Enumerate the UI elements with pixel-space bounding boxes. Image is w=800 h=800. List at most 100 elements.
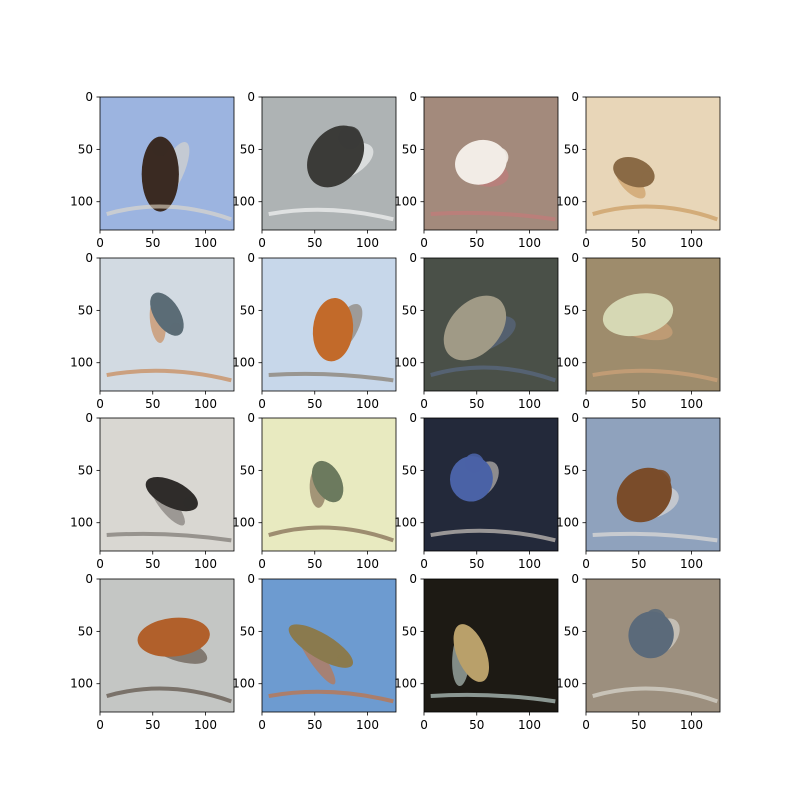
branch-shape — [430, 365, 556, 383]
x-tick-label: 0 — [96, 397, 104, 411]
generated-bird-image — [262, 418, 396, 551]
bird-head-shape — [337, 653, 349, 665]
x-tick-label: 0 — [258, 236, 266, 250]
y-tick-label: 50 — [78, 142, 93, 156]
axes-frame — [261, 417, 397, 552]
x-tick-label: 100 — [518, 397, 541, 411]
bird-body-shape — [137, 617, 210, 657]
x-tick-label: 100 — [680, 236, 703, 250]
y-tick-label: 0 — [409, 572, 417, 586]
y-tick-label: 0 — [85, 411, 93, 425]
x-tick-label: 0 — [582, 557, 590, 571]
y-tick-label: 50 — [564, 303, 579, 317]
axes-frame — [261, 257, 397, 392]
y-tick-label: 50 — [402, 463, 417, 477]
branch-shape — [106, 204, 232, 222]
subplot-panel: 0 50 100 0 50 100 — [556, 572, 721, 732]
x-tick-label: 100 — [356, 557, 379, 571]
branch-shape — [430, 528, 556, 543]
bird-body-shape — [312, 297, 354, 362]
x-tick-label: 0 — [420, 557, 428, 571]
bird-head-shape — [190, 625, 208, 644]
subplot-panel: 0 50 100 0 50 100 — [556, 90, 721, 250]
generated-bird-image — [100, 579, 234, 712]
branch-shape — [592, 531, 718, 543]
x-tick-label: 50 — [631, 718, 646, 732]
x-tick-label: 100 — [518, 718, 541, 732]
generated-bird-image — [424, 97, 558, 230]
y-tick-label: 50 — [564, 142, 579, 156]
x-tick-label: 50 — [145, 397, 160, 411]
y-tick-label: 100 — [394, 516, 417, 530]
y-tick-label: 50 — [402, 624, 417, 638]
y-tick-label: 100 — [232, 677, 255, 691]
x-tick-label: 0 — [96, 236, 104, 250]
y-tick-label: 50 — [78, 303, 93, 317]
y-tick-label: 100 — [232, 516, 255, 530]
axes-frame — [261, 578, 397, 713]
x-tick-label: 0 — [420, 236, 428, 250]
y-tick-label: 100 — [556, 195, 579, 209]
bird-head-shape — [645, 608, 666, 630]
y-tick-label: 50 — [78, 624, 93, 638]
generated-bird-image — [586, 97, 720, 230]
x-tick-label: 50 — [145, 236, 160, 250]
y-tick-label: 0 — [571, 411, 579, 425]
axes-frame — [423, 257, 559, 392]
y-tick-label: 0 — [247, 411, 255, 425]
y-tick-label: 50 — [564, 463, 579, 477]
generated-bird-image — [586, 418, 720, 551]
branch-shape — [430, 692, 556, 704]
y-tick-label: 100 — [232, 356, 255, 370]
bird-head-shape — [170, 322, 182, 335]
y-tick-label: 0 — [409, 411, 417, 425]
bird-head-shape — [653, 300, 672, 320]
branch-shape — [592, 368, 718, 383]
image-background — [424, 579, 558, 712]
y-tick-label: 50 — [564, 624, 579, 638]
x-tick-label: 100 — [356, 236, 379, 250]
branch-shape — [268, 689, 394, 704]
x-tick-label: 0 — [96, 718, 104, 732]
generated-bird-image — [262, 97, 396, 230]
y-tick-label: 100 — [70, 195, 93, 209]
bird-head-shape — [183, 496, 196, 509]
subplot-panel: 0 50 100 0 50 100 — [394, 572, 559, 732]
x-tick-label: 0 — [258, 718, 266, 732]
bird-body-shape — [288, 624, 354, 668]
y-tick-label: 100 — [556, 677, 579, 691]
subplot-panel: 0 50 100 0 50 100 — [394, 251, 559, 411]
subplot-panel: 0 50 100 0 50 100 — [70, 411, 235, 571]
y-tick-label: 50 — [402, 142, 417, 156]
subplot-panel: 0 50 100 0 50 100 — [232, 572, 397, 732]
y-tick-label: 100 — [70, 516, 93, 530]
branch-shape — [268, 207, 394, 222]
x-tick-label: 50 — [307, 397, 322, 411]
generated-bird-image — [100, 97, 234, 230]
y-tick-label: 100 — [394, 195, 417, 209]
branch-shape — [592, 204, 718, 222]
branch-shape — [106, 531, 232, 543]
axes-frame — [423, 578, 559, 713]
axes-frame — [585, 96, 721, 231]
bird-head-shape — [641, 171, 655, 184]
x-tick-label: 100 — [194, 397, 217, 411]
generated-bird-image — [424, 258, 558, 391]
bird-head-shape — [472, 666, 486, 680]
generated-bird-image — [262, 258, 396, 391]
bird-head-shape — [325, 298, 344, 317]
x-tick-label: 100 — [680, 557, 703, 571]
x-tick-label: 50 — [145, 557, 160, 571]
y-tick-label: 0 — [571, 251, 579, 265]
y-tick-label: 0 — [247, 90, 255, 104]
x-tick-label: 100 — [356, 718, 379, 732]
generated-bird-image — [424, 418, 558, 551]
bird-head-shape — [328, 489, 341, 502]
axes-frame — [423, 417, 559, 552]
y-tick-label: 0 — [571, 572, 579, 586]
subplot-panel: 0 50 100 0 50 100 — [232, 90, 397, 250]
y-tick-label: 0 — [85, 572, 93, 586]
y-tick-label: 100 — [70, 356, 93, 370]
subplot-panel: 0 50 100 0 50 100 — [70, 572, 235, 732]
